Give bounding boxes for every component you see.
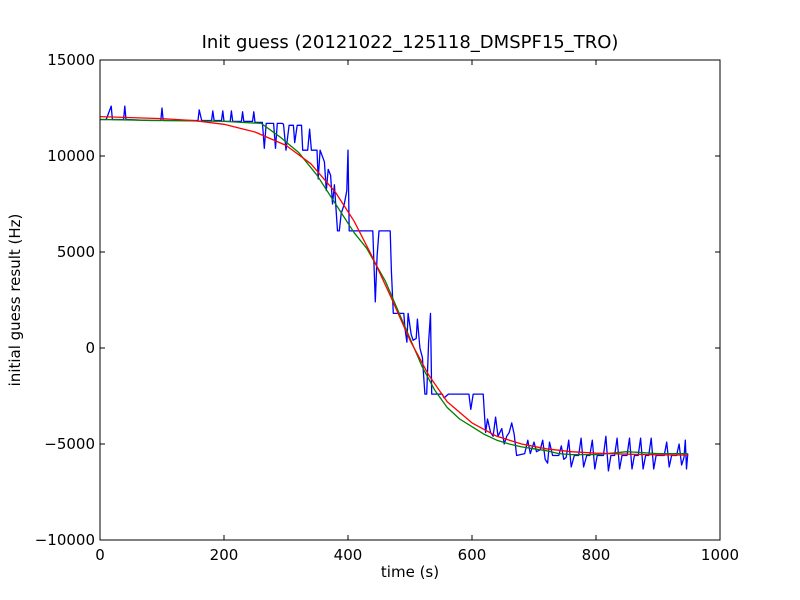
x-tick-label: 400: [334, 546, 363, 564]
plot-area: [99, 105, 689, 472]
x-axis: 0 200 400 600 800 1000: [95, 60, 739, 564]
y-tick-label: 10000: [47, 147, 95, 165]
x-tick-label: 1000: [701, 546, 739, 564]
y-tick-label: −10000: [35, 531, 95, 549]
y-tick-label: 0: [85, 339, 95, 357]
series-line-1: [100, 105, 689, 472]
series-line-2: [99, 118, 688, 456]
chart-title: Init guess (20121022_125118_DMSPF15_TRO): [202, 32, 619, 53]
y-axis: 15000 10000 5000 0 −5000 −10000: [35, 51, 720, 549]
y-axis-label: initial guess result (Hz): [6, 214, 24, 387]
x-tick-label: 0: [95, 546, 105, 564]
axes-frame: [99, 59, 721, 541]
x-tick-label: 200: [210, 546, 239, 564]
y-tick-label: 5000: [57, 243, 95, 261]
x-tick-label: 600: [458, 546, 487, 564]
x-axis-label: time (s): [381, 563, 439, 581]
y-tick-label: 15000: [47, 51, 95, 69]
series-line-3: [99, 115, 688, 456]
x-tick-label: 800: [582, 546, 611, 564]
y-tick-label: −5000: [44, 435, 95, 453]
